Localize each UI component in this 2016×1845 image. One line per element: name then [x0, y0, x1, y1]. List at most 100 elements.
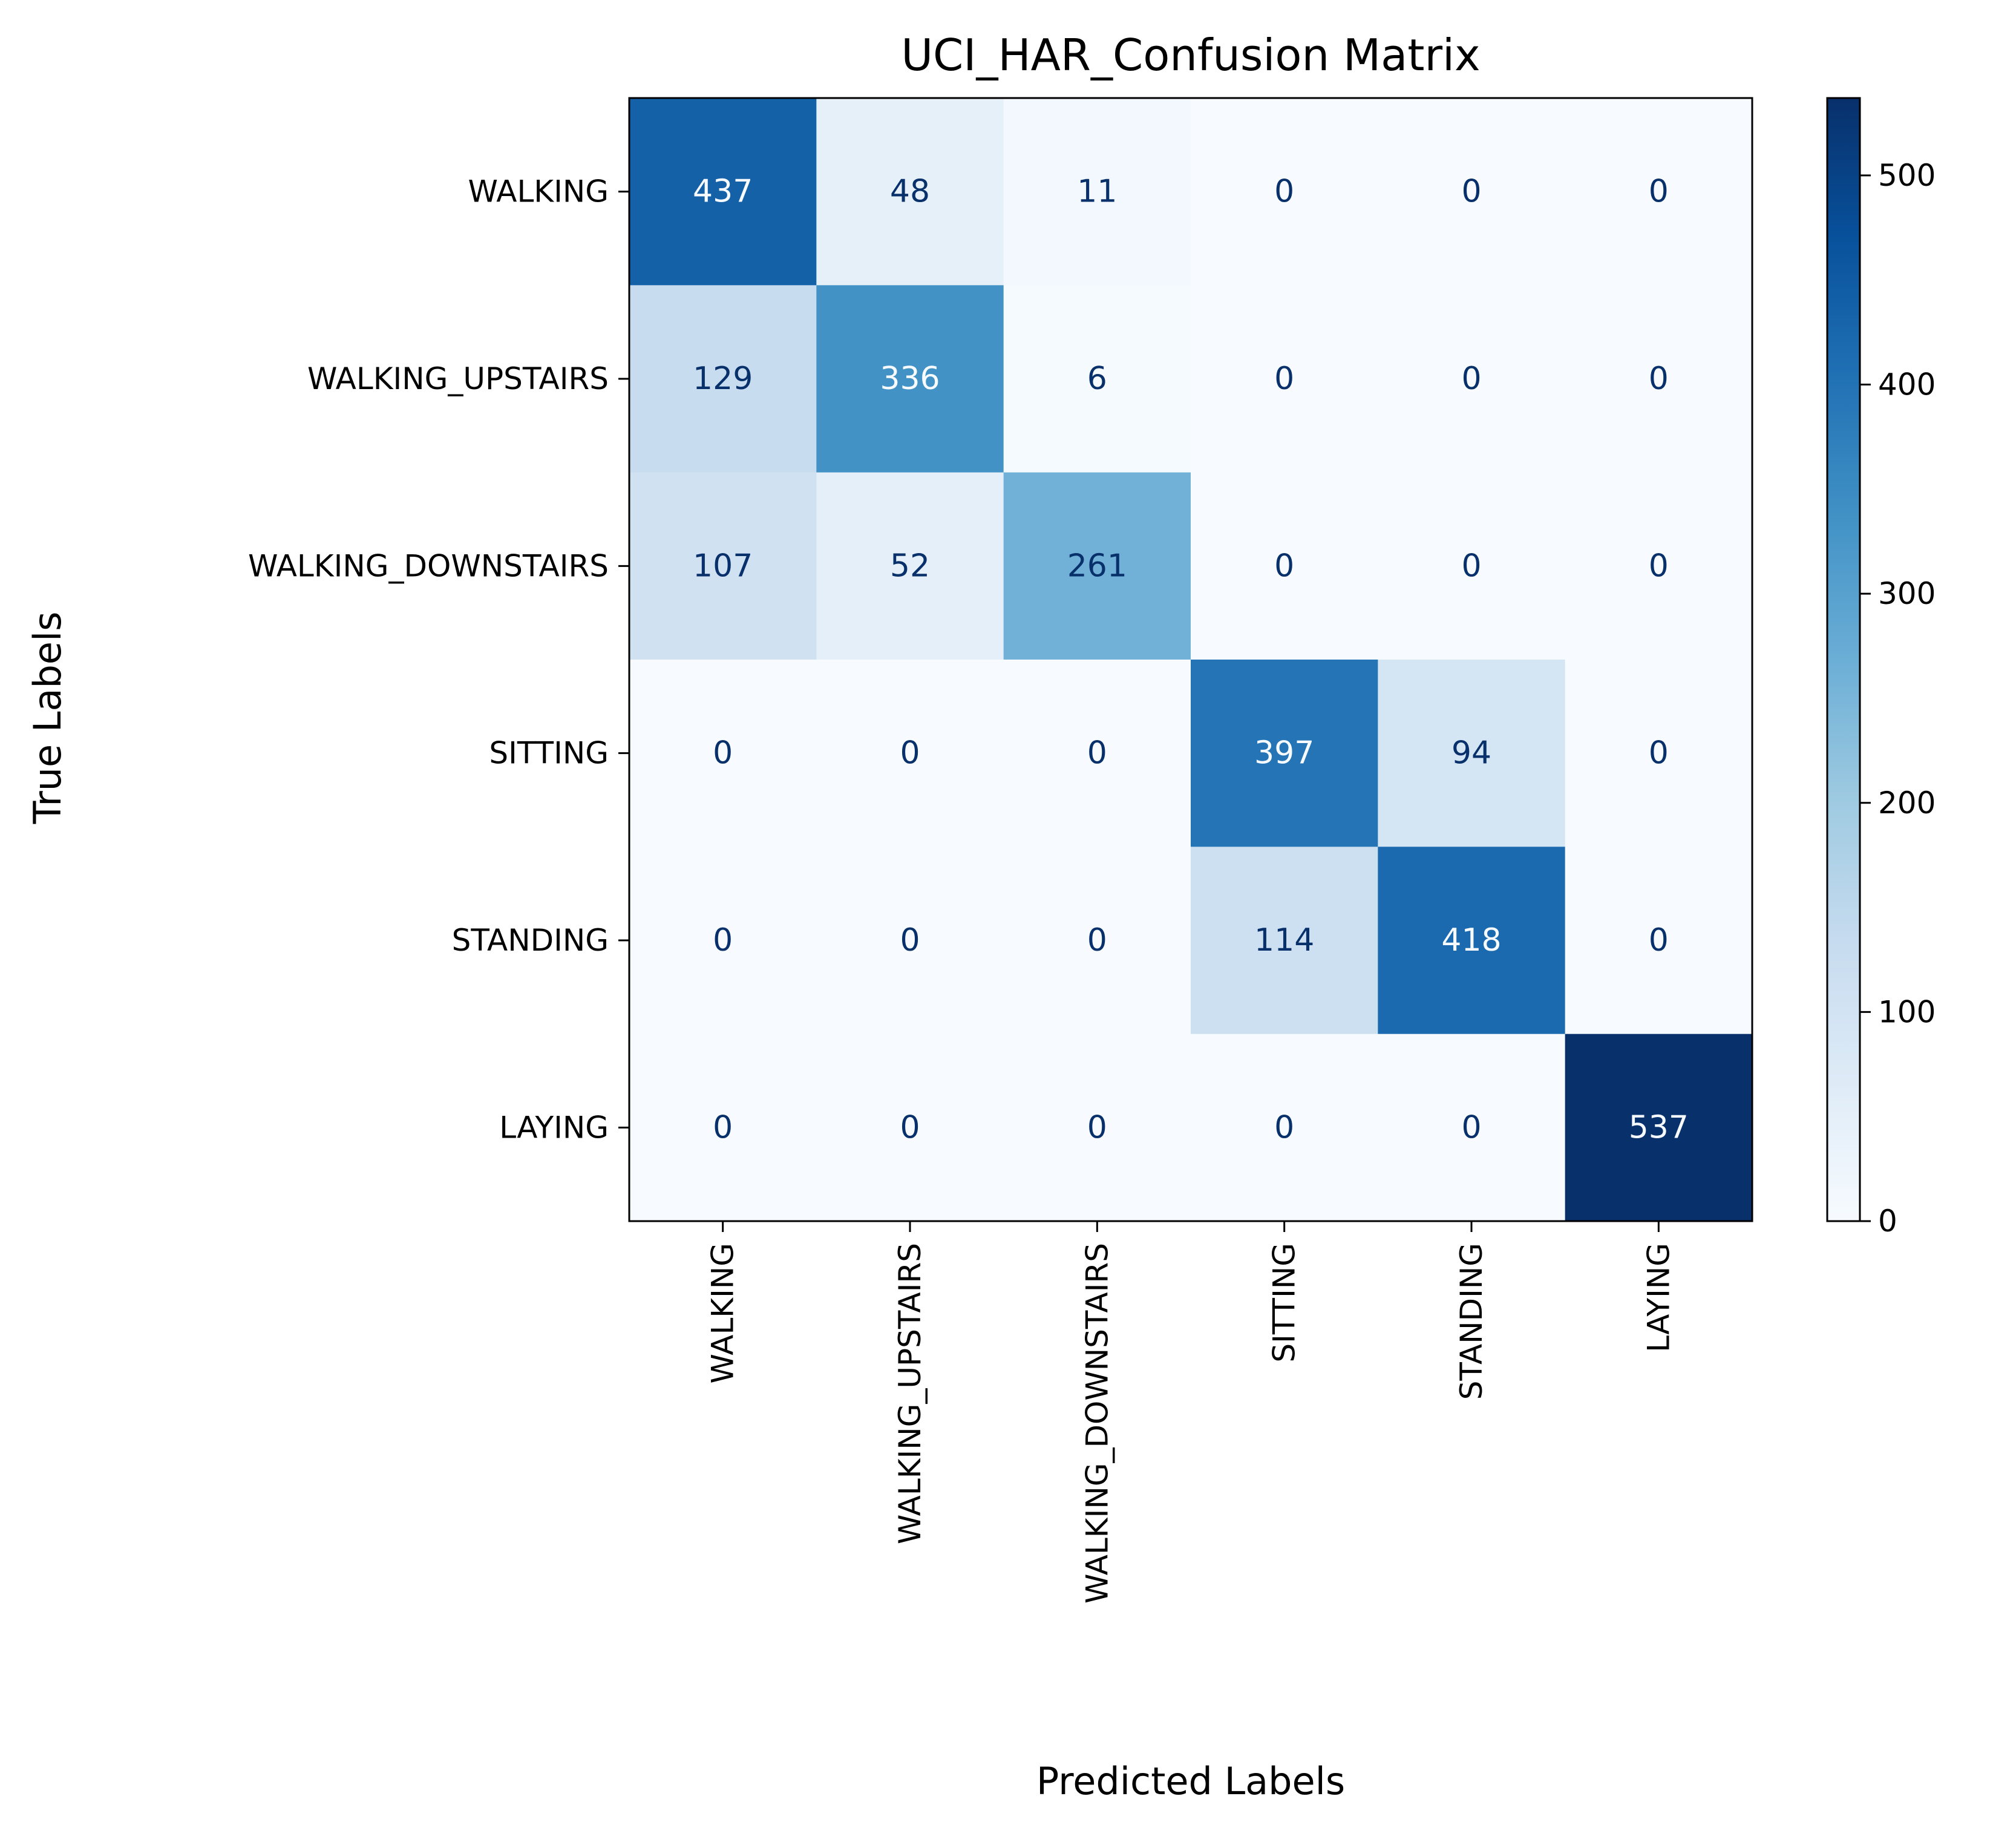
heatmap-cell — [1565, 1034, 1753, 1222]
colorbar-tick-label: 400 — [1878, 367, 1936, 402]
y-tick-label: WALKING_DOWNSTAIRS — [248, 548, 609, 583]
heatmap-cell — [1191, 660, 1378, 847]
heatmap-cell — [1565, 472, 1753, 660]
cell-value-label: 0 — [1461, 548, 1481, 584]
heatmap-cell — [1565, 847, 1753, 1035]
heatmap-cells — [629, 98, 1753, 1222]
heatmap-cell — [816, 285, 1004, 473]
heatmap-cell — [1378, 98, 1566, 286]
x-tick-label: WALKING_UPSTAIRS — [892, 1243, 928, 1544]
heatmap-cell — [1191, 98, 1378, 286]
cell-value-label: 0 — [900, 922, 920, 959]
colorbar — [1826, 97, 1861, 1222]
cell-value-label: 0 — [1087, 922, 1107, 959]
heatmap-cell — [1378, 285, 1566, 473]
cell-value-label: 0 — [1649, 922, 1669, 959]
y-tick-label: SITTING — [489, 736, 609, 771]
heatmap-cell — [1191, 847, 1378, 1035]
heatmap-cell — [1003, 660, 1191, 847]
cell-value-label: 107 — [693, 548, 753, 584]
heatmap-cell — [629, 285, 817, 473]
cell-value-label: 0 — [1461, 361, 1481, 397]
y-tick-label: LAYING — [499, 1110, 609, 1145]
colorbar-tick-label: 200 — [1878, 785, 1936, 821]
cell-value-label: 437 — [693, 174, 753, 210]
y-tick-label: WALKING_UPSTAIRS — [307, 361, 609, 396]
colorbar-tick-label: 0 — [1878, 1204, 1897, 1239]
colorbar-ticks: 0 100 200 300 400 500 — [1860, 158, 1936, 1239]
x-tick-label: LAYING — [1641, 1243, 1676, 1352]
plot-frame — [628, 97, 1753, 1222]
cell-value-label: 336 — [880, 361, 940, 397]
heatmap-cell — [629, 98, 817, 286]
cell-value-label: 0 — [1274, 1109, 1294, 1145]
heatmap-cell — [1191, 1034, 1378, 1222]
cell-value-label: 129 — [693, 361, 753, 397]
heatmap-cell — [1565, 98, 1753, 286]
heatmap-cell — [1378, 1034, 1566, 1222]
heatmap-cell — [816, 847, 1004, 1035]
cell-value-label: 0 — [900, 1109, 920, 1145]
cell-value-label: 261 — [1067, 548, 1127, 584]
cell-value-label: 0 — [1274, 548, 1294, 584]
cell-value-label: 0 — [1461, 174, 1481, 210]
cell-value-label: 397 — [1254, 735, 1314, 772]
cell-value-label: 94 — [1451, 735, 1491, 772]
colorbar-tick-label: 300 — [1878, 576, 1936, 611]
cell-value-label: 0 — [713, 735, 733, 772]
heatmap-cell — [1378, 660, 1566, 847]
cell-value-label: 0 — [1087, 735, 1107, 772]
colorbar-tick-label: 100 — [1878, 994, 1936, 1029]
heatmap-cell — [1003, 98, 1191, 286]
heatmap-cell — [816, 1034, 1004, 1222]
cell-value-label: 0 — [900, 735, 920, 772]
cell-value-label: 0 — [1649, 548, 1669, 584]
heatmap-cell — [1378, 847, 1566, 1035]
cell-value-label: 0 — [1274, 361, 1294, 397]
cell-value-label: 0 — [713, 1109, 733, 1145]
y-axis-title: True Labels — [25, 612, 70, 825]
cell-value-label: 537 — [1629, 1109, 1689, 1145]
cell-value-label: 52 — [890, 548, 930, 584]
cell-value-label: 0 — [1649, 735, 1669, 772]
y-tick-label: STANDING — [452, 923, 609, 958]
heatmap-cell — [816, 98, 1004, 286]
heatmap-cell — [629, 472, 817, 660]
heatmap-cell — [1191, 285, 1378, 473]
x-tick-label: SITTING — [1267, 1243, 1302, 1363]
cell-value-label: 418 — [1441, 922, 1501, 959]
y-tick-label: WALKING — [468, 174, 609, 209]
heatmap-cell — [1565, 660, 1753, 847]
cell-value-label: 0 — [1649, 174, 1669, 210]
heatmap-cell — [1003, 285, 1191, 473]
cell-value-label: 0 — [1649, 361, 1669, 397]
heatmap-cell — [1003, 472, 1191, 660]
cell-value-label: 6 — [1087, 361, 1107, 397]
cell-value-labels: 437 48 11 0 0 0 129 336 6 0 0 0 107 52 261 0 0 0 0 0 0 397 94 0… — [693, 174, 1689, 1146]
heatmap-cell — [1378, 472, 1566, 660]
x-axis-ticks: WALKING WALKING_UPSTAIRS WALKING_DOWNSTAIR… — [705, 1221, 1676, 1604]
cell-value-label: 0 — [1274, 174, 1294, 210]
heatmap-cell — [1003, 1034, 1191, 1222]
cell-value-label: 114 — [1254, 922, 1314, 959]
x-tick-label: WALKING — [705, 1243, 741, 1383]
x-tick-label: STANDING — [1454, 1243, 1489, 1400]
x-tick-label: WALKING_DOWNSTAIRS — [1079, 1243, 1114, 1604]
heatmap-cell — [816, 660, 1004, 847]
cell-value-label: 0 — [1461, 1109, 1481, 1145]
heatmap-cell — [1003, 847, 1191, 1035]
x-axis-title: Predicted Labels — [1036, 1759, 1345, 1803]
heatmap-cell — [1565, 285, 1753, 473]
y-axis-ticks: WALKING WALKING_UPSTAIRS WALKING_DOWNSTAIR… — [248, 174, 629, 1145]
heatmap-cell — [629, 1034, 817, 1222]
cell-value-label: 0 — [713, 922, 733, 959]
heatmap-cell — [629, 660, 817, 847]
cell-value-label: 48 — [890, 174, 930, 210]
cell-value-label: 11 — [1077, 174, 1117, 210]
heatmap-cell — [816, 472, 1004, 660]
heatmap-cell — [1191, 472, 1378, 660]
chart-title: UCI_HAR_Confusion Matrix — [901, 30, 1480, 80]
cell-value-label: 0 — [1087, 1109, 1107, 1145]
heatmap-cell — [629, 847, 817, 1035]
